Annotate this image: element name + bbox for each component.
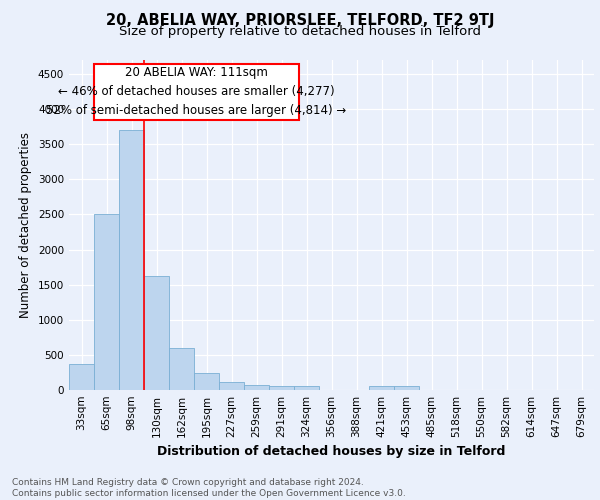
Text: Size of property relative to detached houses in Telford: Size of property relative to detached ho…	[119, 25, 481, 38]
Text: Contains HM Land Registry data © Crown copyright and database right 2024.
Contai: Contains HM Land Registry data © Crown c…	[12, 478, 406, 498]
Text: 20, ABELIA WAY, PRIORSLEE, TELFORD, TF2 9TJ: 20, ABELIA WAY, PRIORSLEE, TELFORD, TF2 …	[106, 12, 494, 28]
Bar	[269, 386, 294, 390]
FancyBboxPatch shape	[94, 64, 299, 120]
Bar	[369, 386, 394, 390]
Bar	[69, 364, 94, 390]
Bar	[144, 276, 169, 390]
Bar	[119, 130, 144, 390]
Bar	[169, 348, 194, 390]
Text: 20 ABELIA WAY: 111sqm
← 46% of detached houses are smaller (4,277)
52% of semi-d: 20 ABELIA WAY: 111sqm ← 46% of detached …	[46, 66, 347, 118]
Y-axis label: Number of detached properties: Number of detached properties	[19, 132, 32, 318]
Bar	[394, 386, 419, 390]
Bar	[294, 386, 319, 390]
Bar	[94, 214, 119, 390]
Bar	[194, 373, 219, 390]
X-axis label: Distribution of detached houses by size in Telford: Distribution of detached houses by size …	[157, 446, 506, 458]
Bar	[219, 382, 244, 390]
Bar	[244, 386, 269, 390]
